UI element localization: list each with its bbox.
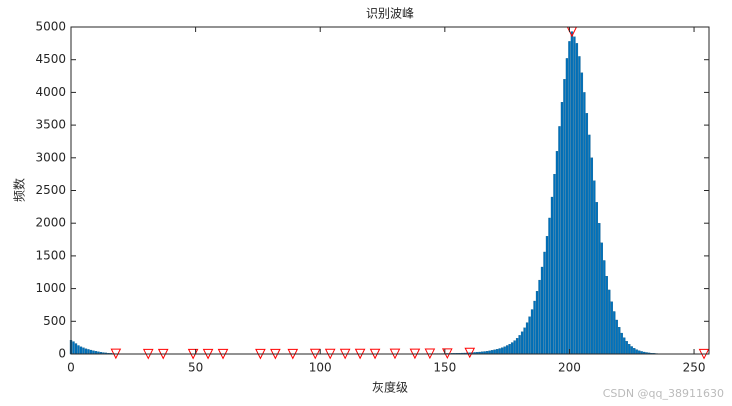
x-tick-label: 100 bbox=[309, 361, 332, 375]
bar bbox=[548, 217, 551, 355]
bar bbox=[535, 291, 539, 355]
bar bbox=[82, 347, 85, 355]
bar bbox=[508, 344, 511, 355]
bar bbox=[580, 72, 584, 355]
bar bbox=[583, 92, 586, 355]
bar bbox=[633, 348, 636, 355]
bar bbox=[525, 322, 529, 355]
x-axis-label: 灰度级 bbox=[372, 380, 408, 395]
bar bbox=[620, 332, 623, 355]
bar bbox=[598, 223, 601, 355]
bar bbox=[87, 349, 90, 355]
bar bbox=[608, 289, 611, 355]
y-tick-label: 1000 bbox=[35, 281, 66, 295]
y-tick-label: 3500 bbox=[35, 118, 66, 132]
bar bbox=[533, 300, 536, 355]
x-tick-label: 0 bbox=[67, 361, 75, 375]
bar bbox=[538, 279, 541, 355]
chart-title: 识别波峰 bbox=[366, 7, 414, 21]
bar bbox=[603, 260, 606, 355]
y-tick-label: 4000 bbox=[35, 85, 66, 99]
bar bbox=[560, 102, 564, 355]
peak-marker bbox=[464, 347, 476, 359]
y-tick-label: 500 bbox=[43, 314, 66, 328]
y-tick-label: 4500 bbox=[35, 52, 66, 66]
y-tick-label: 3000 bbox=[35, 150, 66, 164]
bar bbox=[74, 343, 78, 355]
bar bbox=[550, 196, 554, 355]
bar bbox=[563, 79, 566, 355]
bar bbox=[518, 335, 521, 355]
y-tick-label: 5000 bbox=[35, 20, 66, 34]
bar bbox=[570, 31, 574, 355]
bar bbox=[545, 236, 549, 355]
bar bbox=[515, 338, 519, 355]
bar bbox=[505, 345, 509, 355]
y-tick-label: 1500 bbox=[35, 248, 66, 262]
bar bbox=[491, 350, 494, 355]
bar bbox=[635, 349, 638, 355]
bar bbox=[503, 346, 506, 355]
bar bbox=[513, 340, 516, 355]
bar bbox=[530, 309, 534, 355]
bar bbox=[520, 331, 524, 355]
bar bbox=[523, 327, 526, 355]
bar bbox=[600, 242, 603, 355]
y-axis-label: 频数 bbox=[12, 178, 27, 202]
y-tick-label: 0 bbox=[58, 347, 66, 361]
bar bbox=[578, 56, 581, 355]
bar bbox=[613, 311, 616, 355]
bar bbox=[573, 36, 576, 355]
bar bbox=[605, 276, 608, 355]
bar bbox=[590, 157, 594, 355]
bar bbox=[540, 266, 544, 355]
bar bbox=[84, 348, 88, 355]
x-tick-label: 250 bbox=[683, 361, 706, 375]
x-tick-label: 150 bbox=[433, 361, 456, 375]
bar bbox=[593, 180, 596, 355]
bar bbox=[588, 134, 591, 355]
bar bbox=[585, 113, 589, 355]
bar bbox=[555, 151, 559, 355]
bar bbox=[568, 41, 571, 355]
bar bbox=[528, 316, 531, 355]
x-tick-label: 50 bbox=[188, 361, 203, 375]
bar bbox=[493, 349, 496, 355]
bar bbox=[625, 341, 628, 355]
bar bbox=[628, 344, 631, 355]
bar bbox=[618, 327, 621, 355]
bar bbox=[89, 349, 93, 355]
watermark: CSDN @qq_38911630 bbox=[603, 387, 724, 400]
y-tick-label: 2000 bbox=[35, 216, 66, 230]
bar bbox=[575, 43, 579, 355]
bar bbox=[543, 251, 546, 355]
bar bbox=[72, 341, 75, 355]
bar bbox=[595, 202, 598, 355]
x-tick-label: 200 bbox=[558, 361, 581, 375]
bar bbox=[510, 342, 514, 355]
y-tick-label: 2500 bbox=[35, 183, 66, 197]
axes-box bbox=[70, 26, 710, 355]
bar bbox=[558, 126, 561, 355]
bar bbox=[630, 346, 633, 355]
bar bbox=[79, 346, 83, 355]
bar bbox=[565, 58, 569, 355]
bar bbox=[77, 345, 80, 355]
bar bbox=[496, 349, 499, 355]
bar bbox=[498, 348, 501, 355]
bar bbox=[501, 347, 504, 355]
bar bbox=[638, 350, 641, 355]
bar bbox=[553, 173, 556, 355]
bar bbox=[615, 319, 618, 355]
bar bbox=[610, 301, 613, 355]
bar bbox=[623, 337, 626, 355]
